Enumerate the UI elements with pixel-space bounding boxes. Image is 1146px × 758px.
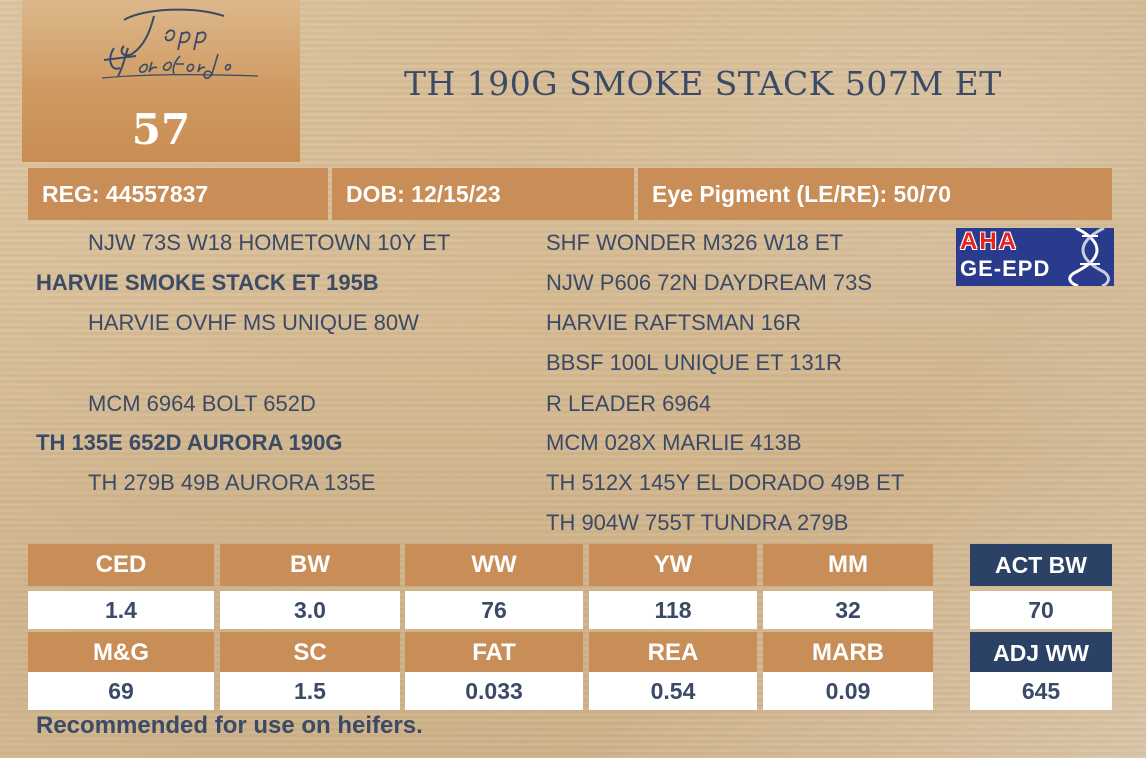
topp-herefords-logo	[101, 8, 259, 79]
epd-header-yw: YW	[589, 544, 757, 586]
registration-number: REG: 44557837	[28, 168, 328, 220]
pedigree-right-line: HARVIE RAFTSMAN 16R	[546, 310, 802, 335]
pedigree-dam-dam: TH 279B 49B AURORA 135E	[88, 470, 376, 495]
adj-ww-value: 645	[970, 672, 1112, 710]
epd-header-sc: SC	[220, 632, 400, 674]
aha-logo-text: AHA	[960, 228, 1018, 255]
act-bw-header: ACT BW	[970, 544, 1112, 586]
lot-number: 57	[131, 105, 191, 154]
epd-value-mg: 69	[28, 672, 214, 710]
recommendation-note: Recommended for use on heifers.	[36, 712, 423, 739]
epd-header-ww: WW	[405, 544, 583, 586]
pedigree-sire-dam: HARVIE OVHF MS UNIQUE 80W	[88, 310, 419, 335]
pedigree-right-line: R LEADER 6964	[546, 391, 712, 416]
pedigree-dam: TH 135E 652D AURORA 190G	[36, 430, 343, 455]
dna-helix-icon	[1068, 228, 1110, 286]
pedigree-right-line: SHF WONDER M326 W18 ET	[546, 230, 844, 255]
epd-value-fat: 0.033	[405, 672, 583, 710]
date-of-birth: DOB: 12/15/23	[332, 168, 634, 220]
epd-value-bw: 3.0	[220, 591, 400, 629]
epd-header-fat: FAT	[405, 632, 583, 674]
epd-value-sc: 1.5	[220, 672, 400, 710]
epd-value-rea: 0.54	[589, 672, 757, 710]
adj-ww-header: ADJ WW	[970, 632, 1112, 674]
pedigree-sire-sire: NJW 73S W18 HOMETOWN 10Y ET	[88, 230, 451, 255]
pedigree-right-line: TH 512X 145Y EL DORADO 49B ET	[546, 470, 905, 495]
animal-name: TH 190G SMOKE STACK 507M ET	[404, 64, 1002, 103]
logo-panel: 57	[22, 0, 300, 162]
epd-header-rea: REA	[589, 632, 757, 674]
act-bw-value: 70	[970, 591, 1112, 629]
epd-value-ced: 1.4	[28, 591, 214, 629]
pedigree-right-line: NJW P606 72N DAYDREAM 73S	[546, 270, 873, 295]
epd-header-mm: MM	[763, 544, 933, 586]
ge-epd-logo-text: GE-EPD	[960, 256, 1051, 281]
pedigree-dam-sire: MCM 6964 BOLT 652D	[88, 391, 316, 416]
epd-header-ced: CED	[28, 544, 214, 586]
epd-value-marb: 0.09	[763, 672, 933, 710]
epd-value-yw: 118	[589, 591, 757, 629]
epd-header-mg: M&G	[28, 632, 214, 674]
eye-pigment: Eye Pigment (LE/RE): 50/70	[638, 168, 1112, 220]
pedigree-right-line: TH 904W 755T TUNDRA 279B	[546, 510, 849, 535]
aha-ge-epd-logo: AHA GE-EPD	[956, 228, 1114, 286]
epd-header-bw: BW	[220, 544, 400, 586]
pedigree-sire: HARVIE SMOKE STACK ET 195B	[36, 270, 379, 295]
epd-value-mm: 32	[763, 591, 933, 629]
epd-header-marb: MARB	[763, 632, 933, 674]
epd-value-ww: 76	[405, 591, 583, 629]
pedigree-right-line: BBSF 100L UNIQUE ET 131R	[546, 350, 842, 375]
registration-bar: REG: 44557837 DOB: 12/15/23 Eye Pigment …	[28, 168, 1112, 220]
pedigree-right-line: MCM 028X MARLIE 413B	[546, 430, 802, 455]
